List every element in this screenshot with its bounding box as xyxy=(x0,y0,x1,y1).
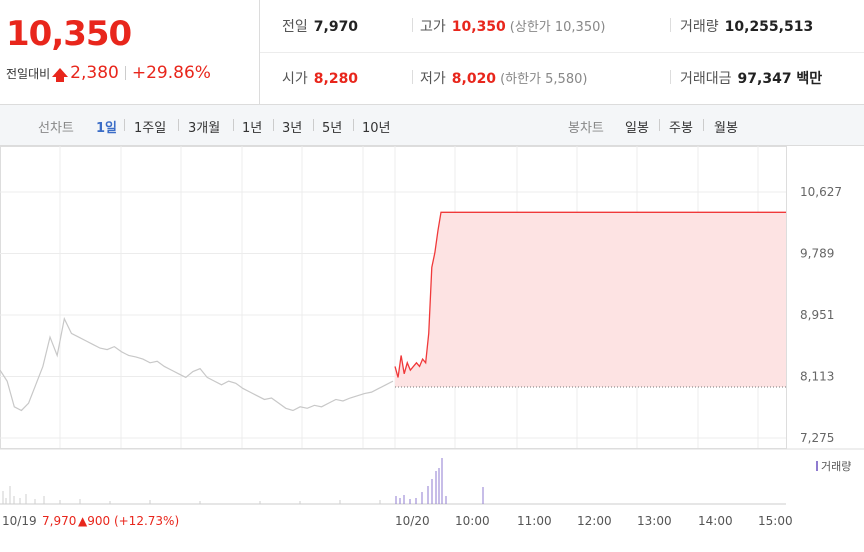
y-tick-label: 8,951 xyxy=(800,308,834,322)
today-line xyxy=(394,211,786,378)
volume-legend-swatch xyxy=(816,461,818,471)
y-tick-label: 9,789 xyxy=(800,247,834,261)
divider xyxy=(124,66,126,80)
tab-weekly[interactable]: 주봉 xyxy=(669,121,693,136)
tab-daily[interactable]: 일봉 xyxy=(625,121,649,136)
divider xyxy=(178,119,179,131)
x-tick-label: 10/19 xyxy=(2,514,37,528)
divider xyxy=(273,119,274,131)
divider xyxy=(412,18,413,32)
divider xyxy=(659,119,660,131)
prev-close: 전일 7,970 xyxy=(282,19,359,35)
open-price: 시가 8,280 xyxy=(282,71,359,87)
chart-tabs: 선차트 1일 1주일 3개월 1년 3년 5년 10년 봉차트 일봉 주봉 월봉 xyxy=(0,105,864,146)
tab-3month[interactable]: 3개월 xyxy=(188,121,221,136)
prev-day-close-label: 7,970 xyxy=(42,514,76,528)
x-tick-label: 10/20 xyxy=(395,514,430,528)
high-price: 고가 10,350 (상한가 10,350) xyxy=(420,19,606,35)
y-tick-label: 8,113 xyxy=(800,370,834,384)
divider xyxy=(124,119,125,131)
x-tick-label: 10:00 xyxy=(455,514,490,528)
y-tick-label: 10,627 xyxy=(800,185,842,199)
divider xyxy=(670,70,671,84)
x-tick-label: 13:00 xyxy=(637,514,672,528)
volume: 거래량 10,255,513 xyxy=(680,19,814,35)
divider xyxy=(233,119,234,131)
change-amount: 2,380 xyxy=(70,63,119,83)
price-chart-svg: 10,627 9,789 8,951 8,113 7,275 거래량 10/19 7,970 ▲… xyxy=(0,146,864,528)
stats-row-1: 전일 7,970 고가 10,350 (상한가 10,350) 거래량 10,255,5… xyxy=(260,0,864,53)
tab-1week[interactable]: 1주일 xyxy=(134,121,167,136)
volume-legend-label: 거래량 xyxy=(821,460,851,473)
price-chart: 10,627 9,789 8,951 8,113 7,275 거래량 10/19 7,970 ▲… xyxy=(0,146,864,548)
divider xyxy=(353,119,354,131)
low-price: 저가 8,020 (하한가 5,580) xyxy=(420,71,588,87)
price-change: 전일대비 2,380 +29.86% xyxy=(6,63,211,83)
x-tick-label: 14:00 xyxy=(698,514,733,528)
price-box: 10,350 전일대비 2,380 +29.86% xyxy=(0,0,260,104)
tab-monthly[interactable]: 월봉 xyxy=(714,121,738,136)
divider xyxy=(703,119,704,131)
tab-1year[interactable]: 1년 xyxy=(242,121,263,136)
tab-10year[interactable]: 10년 xyxy=(362,121,391,136)
change-percent: +29.86% xyxy=(131,63,211,83)
up-arrow-icon xyxy=(52,68,69,82)
y-tick-label: 7,275 xyxy=(800,431,834,445)
stats-row-2: 시가 8,280 저가 8,020 (하한가 5,580) 거래대금 97,347 백만 xyxy=(260,52,864,104)
x-tick-label: 11:00 xyxy=(517,514,552,528)
change-label: 전일대비 xyxy=(6,67,51,81)
tab-1day[interactable]: 1일 xyxy=(96,121,118,136)
candle-chart-label: 봉차트 xyxy=(568,121,604,136)
divider xyxy=(313,119,314,131)
divider xyxy=(670,18,671,32)
prev-day-change-label: ▲900 (+12.73%) xyxy=(78,514,179,528)
quote-header: 10,350 전일대비 2,380 +29.86% 전일 7,970 고가 10,350… xyxy=(0,0,864,105)
divider xyxy=(412,70,413,84)
prev-day-line xyxy=(0,316,394,412)
today-area xyxy=(395,212,786,387)
current-price: 10,350 xyxy=(6,14,132,54)
tab-5year[interactable]: 5년 xyxy=(322,121,343,136)
line-chart-label: 선차트 xyxy=(38,121,74,136)
trade-value: 거래대금 97,347 백만 xyxy=(680,71,823,87)
x-tick-label: 12:00 xyxy=(577,514,612,528)
tab-3year[interactable]: 3년 xyxy=(282,121,303,136)
x-tick-label: 15:00 xyxy=(758,514,793,528)
